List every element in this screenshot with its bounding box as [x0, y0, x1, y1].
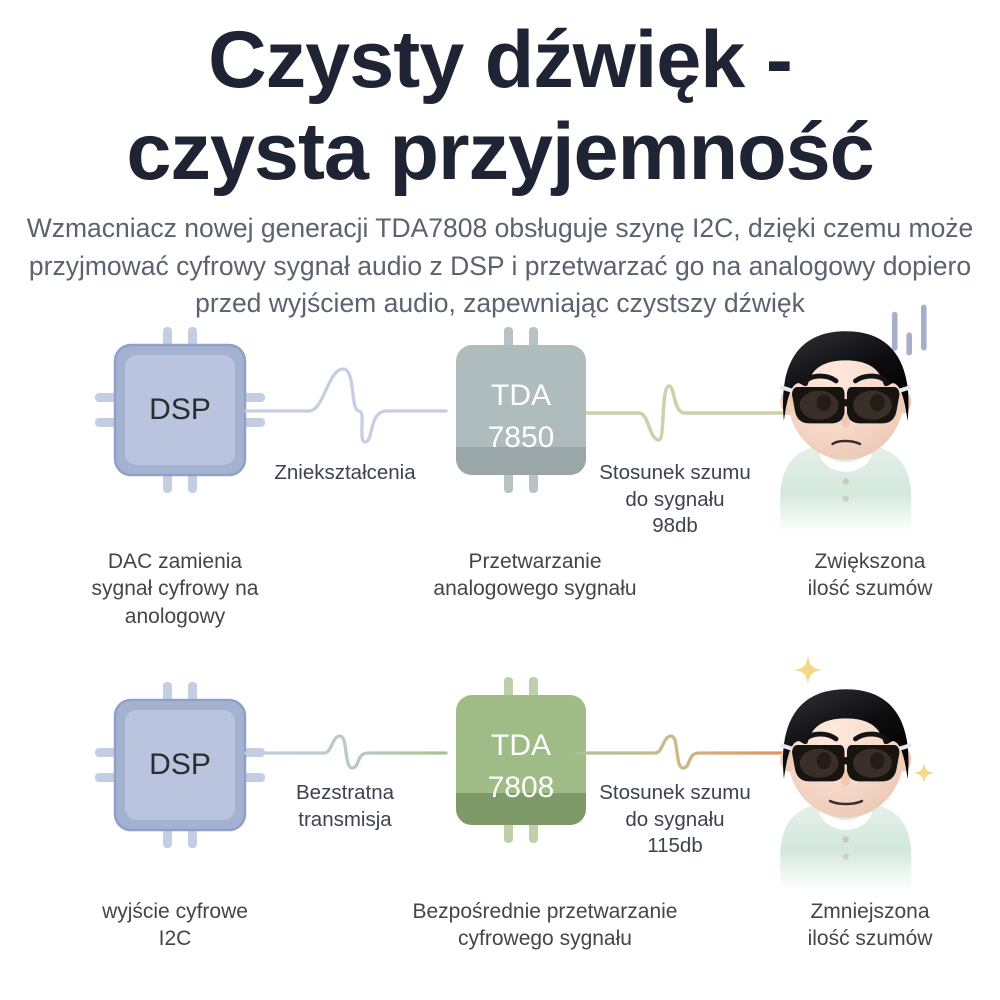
svg-text:7850: 7850: [488, 421, 555, 454]
svg-text:DSP: DSP: [149, 748, 211, 781]
svg-text:TDA: TDA: [491, 729, 551, 762]
svg-text:DSP: DSP: [149, 393, 211, 426]
svg-text:7808: 7808: [488, 771, 555, 804]
svg-text:TDA: TDA: [491, 379, 551, 412]
